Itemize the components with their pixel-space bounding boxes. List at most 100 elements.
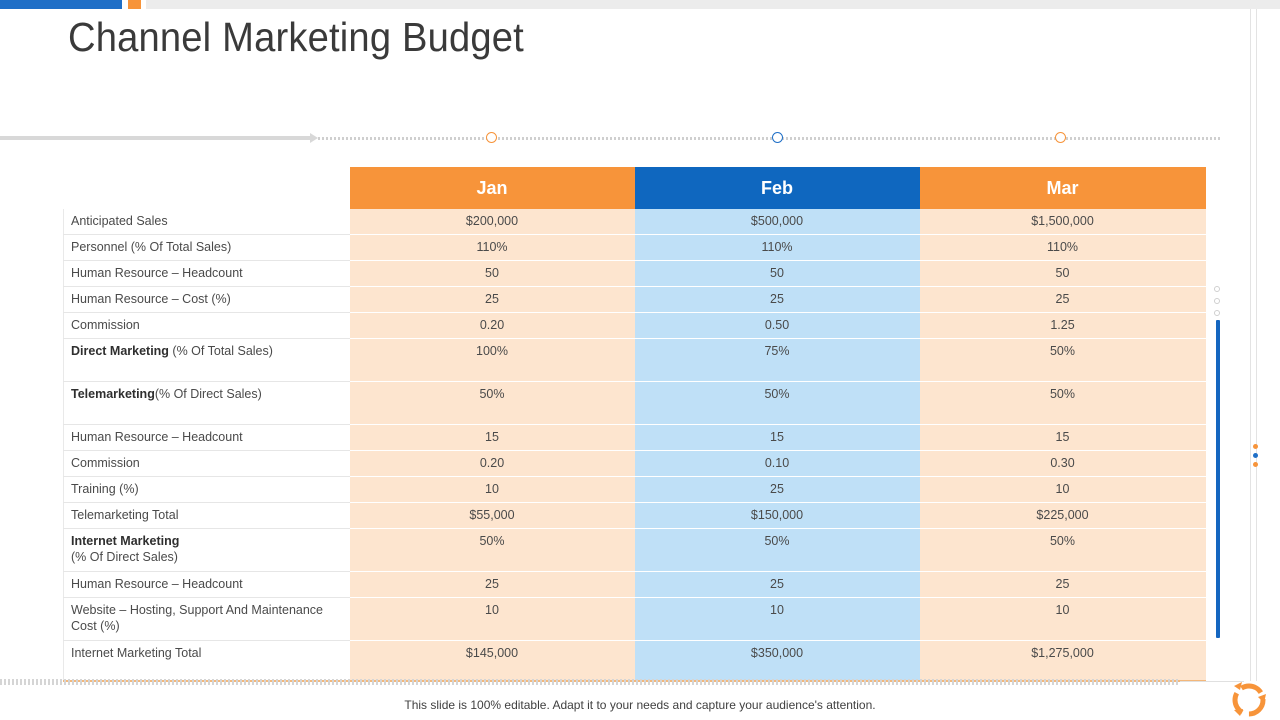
- cell-mar: 25: [919, 286, 1206, 313]
- bottom-dotted-line: [0, 679, 1180, 685]
- top-accent-blue: [0, 0, 122, 9]
- table-row: Telemarketing(% Of Direct Sales) 50% 50%…: [63, 381, 1206, 425]
- scroll-dot-icon: [1214, 310, 1220, 316]
- cell-jan: 25: [349, 571, 635, 598]
- cell-feb: 110%: [634, 234, 920, 261]
- cell-feb: 25: [634, 476, 920, 503]
- cell-feb: $500,000: [634, 209, 920, 235]
- row-label-bold: Internet Marketing: [71, 534, 180, 548]
- cell-mar: 50%: [919, 338, 1206, 382]
- cell-jan: 50%: [349, 528, 635, 572]
- timeline-marker-jan: [486, 132, 497, 143]
- budget-table: Jan Feb Mar Anticipated Sales $200,000 $…: [63, 167, 1206, 682]
- row-label-rest: (% Of Total Sales): [168, 344, 273, 358]
- cell-jan: 50: [349, 260, 635, 287]
- row-label: Internet Marketing (% Of Direct Sales): [63, 528, 350, 572]
- cell-mar: 10: [919, 476, 1206, 503]
- side-dot-icon: [1253, 444, 1258, 449]
- side-dot-icon: [1253, 462, 1258, 467]
- row-label: Internet Marketing Total: [63, 640, 350, 682]
- cell-jan: 0.20: [349, 450, 635, 477]
- cell-mar: 110%: [919, 234, 1206, 261]
- header-jan: Jan: [349, 167, 635, 209]
- cell-feb: 50%: [634, 381, 920, 425]
- cell-mar: $1,500,000: [919, 209, 1206, 235]
- row-label: Personnel (% Of Total Sales): [63, 234, 350, 261]
- cell-jan: 100%: [349, 338, 635, 382]
- cell-mar: 10: [919, 597, 1206, 641]
- row-label: Human Resource – Cost (%): [63, 286, 350, 313]
- table-row: Human Resource – Headcount 25 25 25: [63, 571, 1206, 598]
- footer-note: This slide is 100% editable. Adapt it to…: [404, 698, 876, 712]
- cell-feb: 75%: [634, 338, 920, 382]
- cell-jan: 25: [349, 286, 635, 313]
- row-label: Human Resource – Headcount: [63, 424, 350, 451]
- row-label: Human Resource – Headcount: [63, 260, 350, 287]
- row-label: Website – Hosting, Support And Maintenan…: [63, 597, 350, 641]
- header-feb: Feb: [634, 167, 920, 209]
- table-row: Telemarketing Total $55,000 $150,000 $22…: [63, 502, 1206, 529]
- page-title: Channel Marketing Budget: [68, 14, 524, 60]
- cell-mar: 25: [919, 571, 1206, 598]
- cell-jan: 110%: [349, 234, 635, 261]
- row-label: Direct Marketing (% Of Total Sales): [63, 338, 350, 382]
- recycle-arrows-icon: [1232, 682, 1266, 717]
- timeline-arrow-icon: [310, 133, 318, 143]
- bottom-line: [1180, 681, 1244, 682]
- cell-mar: 50%: [919, 381, 1206, 425]
- row-label: Anticipated Sales: [63, 209, 350, 235]
- frame-line: [1256, 9, 1257, 681]
- cell-feb: 15: [634, 424, 920, 451]
- cell-mar: 50: [919, 260, 1206, 287]
- cell-mar: $225,000: [919, 502, 1206, 529]
- cell-jan: 50%: [349, 381, 635, 425]
- table-row: Human Resource – Headcount 15 15 15: [63, 424, 1206, 451]
- table-row: Commission 0.20 0.50 1.25: [63, 312, 1206, 339]
- table-row: Training (%) 10 25 10: [63, 476, 1206, 503]
- top-accent-grey: [146, 0, 1280, 9]
- cell-jan: $145,000: [349, 640, 635, 682]
- table-row: Human Resource – Cost (%) 25 25 25: [63, 286, 1206, 313]
- timeline-marker-feb: [772, 132, 783, 143]
- cell-mar: 0.30: [919, 450, 1206, 477]
- side-dot-icon: [1253, 453, 1258, 458]
- cell-feb: 50%: [634, 528, 920, 572]
- header-mar: Mar: [919, 167, 1206, 209]
- cell-feb: 50: [634, 260, 920, 287]
- cell-jan: $55,000: [349, 502, 635, 529]
- cell-jan: 10: [349, 597, 635, 641]
- cell-jan: 15: [349, 424, 635, 451]
- table-row: Personnel (% Of Total Sales) 110% 110% 1…: [63, 234, 1206, 261]
- cell-jan: 10: [349, 476, 635, 503]
- cell-feb: 10: [634, 597, 920, 641]
- timeline-bar: [0, 136, 310, 140]
- table-row: Direct Marketing (% Of Total Sales) 100%…: [63, 338, 1206, 382]
- top-accent-orange: [128, 0, 141, 9]
- row-label: Telemarketing Total: [63, 502, 350, 529]
- table-row: Commission 0.20 0.10 0.30: [63, 450, 1206, 477]
- scroll-dot-icon: [1214, 286, 1220, 292]
- row-label-bold: Direct Marketing: [71, 344, 169, 358]
- cell-feb: $150,000: [634, 502, 920, 529]
- cell-mar: 15: [919, 424, 1206, 451]
- timeline-dotted-line: [318, 137, 1220, 140]
- row-label-bold: Telemarketing: [71, 387, 155, 401]
- row-label: Human Resource – Headcount: [63, 571, 350, 598]
- cell-mar: $1,275,000: [919, 640, 1206, 682]
- row-label-rest: (% Of Direct Sales): [154, 387, 262, 401]
- cell-feb: 25: [634, 286, 920, 313]
- cell-mar: 50%: [919, 528, 1206, 572]
- cell-feb: $350,000: [634, 640, 920, 682]
- row-label-rest: (% Of Direct Sales): [71, 550, 178, 564]
- row-label: Commission: [63, 312, 350, 339]
- scroll-dot-icon: [1214, 298, 1220, 304]
- row-label: Telemarketing(% Of Direct Sales): [63, 381, 350, 425]
- cell-jan: $200,000: [349, 209, 635, 235]
- cell-feb: 25: [634, 571, 920, 598]
- table-row: Website – Hosting, Support And Maintenan…: [63, 597, 1206, 641]
- row-label: Training (%): [63, 476, 350, 503]
- table-row: Anticipated Sales $200,000 $500,000 $1,5…: [63, 209, 1206, 235]
- cell-feb: 0.50: [634, 312, 920, 339]
- row-label: Commission: [63, 450, 350, 477]
- table-row: Internet Marketing Total $145,000 $350,0…: [63, 640, 1206, 682]
